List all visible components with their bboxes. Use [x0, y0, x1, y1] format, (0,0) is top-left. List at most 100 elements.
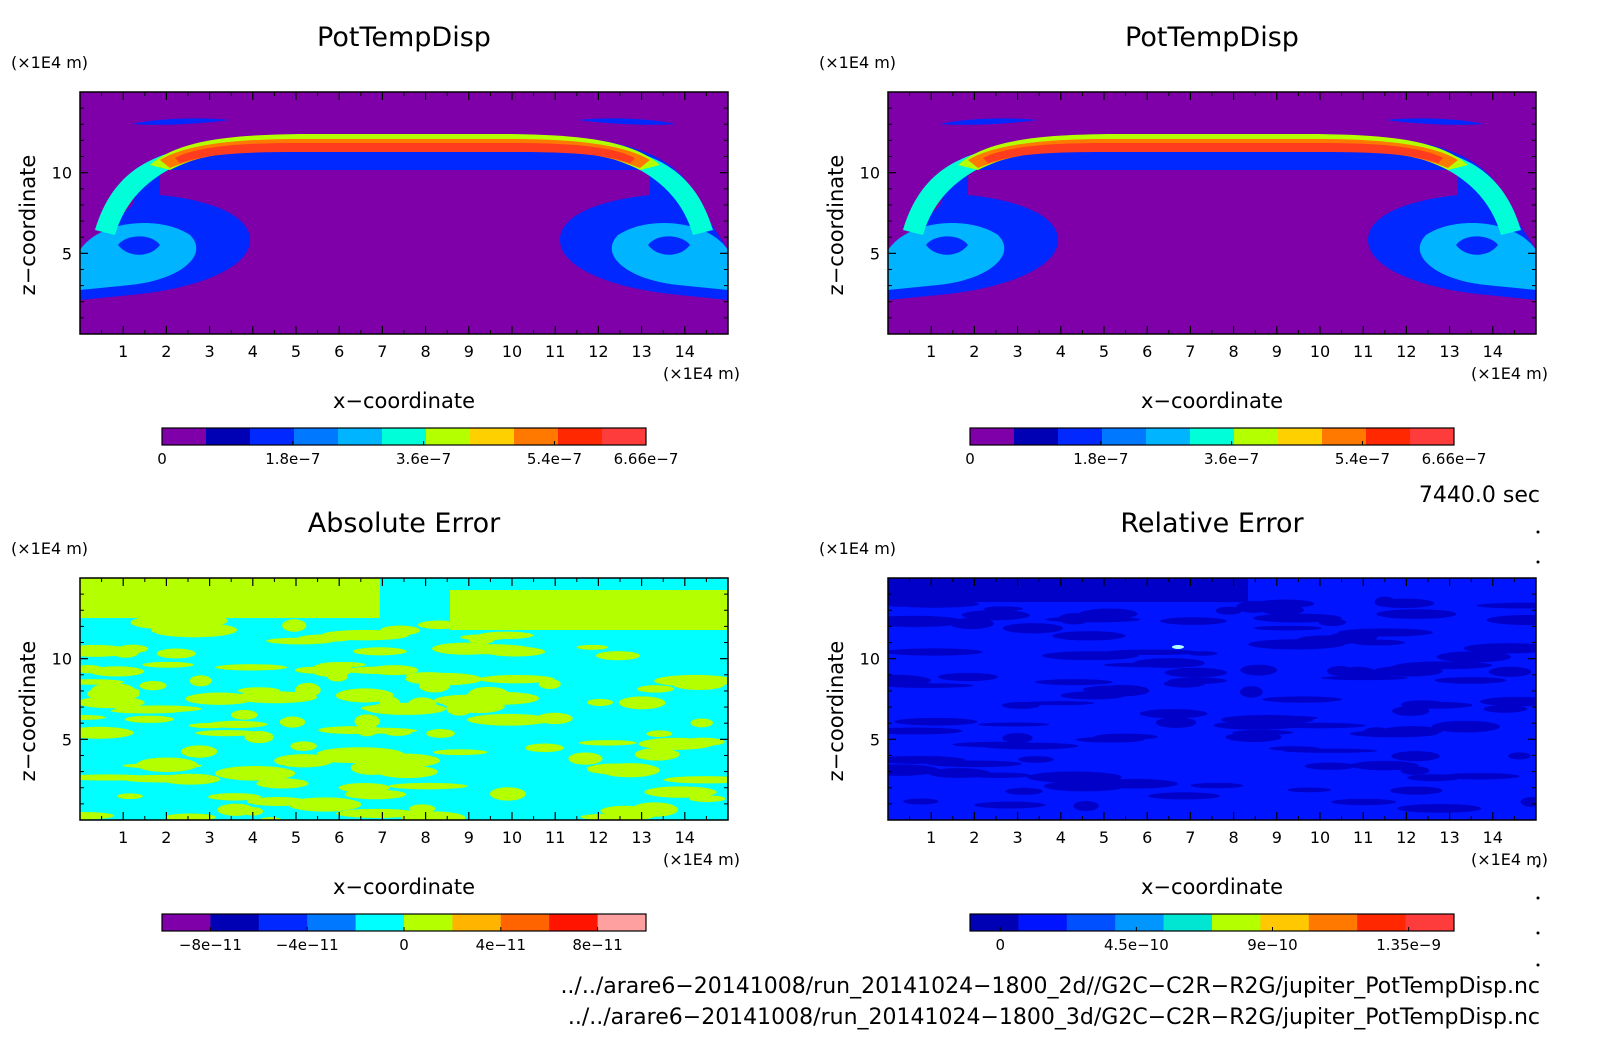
error-blotch — [356, 723, 378, 737]
error-blotch — [290, 741, 317, 751]
error-blotch — [674, 616, 717, 625]
error-blotch — [189, 675, 212, 687]
error-blotch — [689, 795, 726, 803]
error-blotch — [681, 737, 725, 747]
error-blotch — [336, 808, 419, 818]
rel-blotch — [888, 764, 940, 776]
error-blotch — [274, 754, 334, 768]
rel-blotch — [1476, 602, 1536, 609]
rel-blotch — [1002, 623, 1064, 634]
colorbar-swatch — [1115, 914, 1165, 931]
colorbar-frame — [969, 427, 1455, 446]
error-blotch — [568, 752, 603, 765]
colorbar-tick-label: 4.5e−10 — [1104, 936, 1169, 954]
rel-blotch — [949, 618, 994, 630]
rel-blotch — [1073, 800, 1099, 812]
rel-blotch — [1052, 631, 1126, 641]
spiral-right — [1456, 236, 1498, 255]
rel-blotch — [1027, 771, 1122, 783]
error-blotch — [164, 813, 217, 820]
rel-blotch — [888, 615, 964, 628]
error-blotch — [452, 699, 505, 714]
contour-field-relative-error — [888, 578, 1536, 820]
colorbar-tick-label: 5.4e−7 — [527, 450, 582, 468]
error-blotch — [636, 685, 675, 693]
rel-blotch — [1350, 760, 1419, 771]
colorbar-frame — [161, 427, 647, 446]
error-blotch — [451, 696, 531, 703]
rel-blotch — [1018, 756, 1054, 763]
rel-blotch — [1261, 605, 1305, 616]
rel-blotch — [1397, 804, 1482, 813]
rel-blotch — [888, 578, 1248, 602]
vortex-left — [888, 223, 1005, 290]
rel-blotch — [1389, 786, 1443, 795]
rel-blotch — [1376, 609, 1457, 619]
rel-blotch — [1436, 651, 1511, 663]
spiral-left — [926, 236, 968, 255]
colorbar-swatch — [206, 428, 251, 445]
colorbar-swatch — [294, 428, 339, 445]
arm-right — [1426, 150, 1521, 235]
x-tick-label: 2 — [161, 828, 171, 847]
error-blotch — [578, 740, 637, 746]
x-tick-label: 13 — [1439, 828, 1459, 847]
rel-blotch — [1391, 664, 1417, 669]
error-blotch — [156, 648, 196, 659]
x-tick-label: 3 — [205, 828, 215, 847]
x-tick-label: 14 — [675, 828, 695, 847]
y-tick-label: 5 — [62, 730, 72, 749]
y-tick-label: 10 — [52, 650, 72, 669]
panel-2: PotTempDisp (×1E4 m) (×1E4 m) x−coordinate z… — [819, 22, 1548, 468]
error-blotch — [217, 803, 255, 816]
x-tick-label: 4 — [1056, 342, 1066, 361]
rel-blotch — [1269, 746, 1320, 751]
x-tick-label: 5 — [1099, 828, 1109, 847]
x-tick-label: 2 — [969, 342, 979, 361]
x-tick-label: 9 — [464, 342, 474, 361]
colorbar-tick-label: 4e−11 — [476, 936, 526, 954]
spiral-left — [118, 236, 160, 255]
rel-blotch — [888, 756, 965, 764]
colorbar-swatch — [355, 914, 405, 931]
rel-blotch — [973, 801, 1046, 809]
error-blotch — [288, 797, 362, 812]
error-blotch — [352, 647, 407, 656]
error-blotch — [142, 661, 194, 668]
colorbar-swatch — [1410, 428, 1455, 445]
colorbar-swatch — [162, 914, 211, 931]
x-tick-label: 6 — [334, 342, 344, 361]
panel-title: Absolute Error — [308, 508, 501, 539]
y-axis-label: z−coordinate — [16, 155, 40, 296]
contour-field-potTempDisp-right — [888, 92, 1536, 334]
colorbar-swatch — [162, 428, 207, 445]
error-blotch — [80, 679, 125, 685]
colorbar-swatch — [1260, 914, 1310, 931]
x-tick-label: 4 — [1056, 828, 1066, 847]
error-blotch — [117, 793, 143, 800]
x-tick-label: 5 — [1099, 342, 1109, 361]
contour-field-potTempDisp-left — [80, 92, 728, 334]
x-tick-label: 1 — [118, 342, 128, 361]
rel-blotch — [888, 727, 963, 735]
colorbar-tick-label: 1.8e−7 — [1073, 450, 1128, 468]
plume-envelope — [80, 134, 728, 300]
colorbar-swatch — [307, 914, 357, 931]
error-blotch — [644, 786, 717, 798]
error-blotch — [90, 682, 136, 698]
colorbar-swatch — [338, 428, 383, 445]
error-blotch — [654, 674, 728, 687]
x-axis-label: x−coordinate — [1141, 389, 1283, 413]
x-tick-label: 12 — [588, 828, 608, 847]
panel-title: PotTempDisp — [317, 22, 491, 53]
rel-blotch — [903, 798, 939, 805]
rel-blotch — [1041, 651, 1139, 661]
rel-highlight — [1172, 645, 1184, 649]
x-tick-label: 9 — [464, 828, 474, 847]
error-blotch — [80, 726, 134, 739]
error-blotch — [400, 811, 466, 820]
error-blotch — [89, 666, 145, 677]
colorbar-swatch — [250, 428, 295, 445]
colorbar-swatch — [1322, 428, 1367, 445]
error-blotch — [124, 715, 175, 723]
